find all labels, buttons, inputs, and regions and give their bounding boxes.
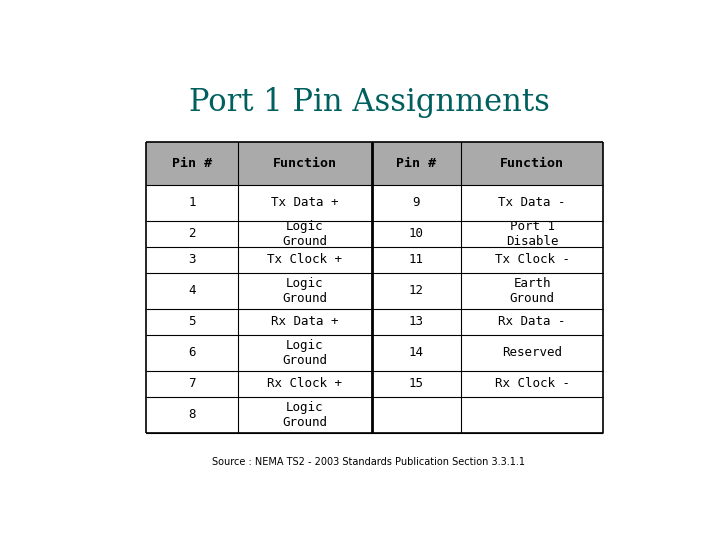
Text: 12: 12 xyxy=(409,284,424,297)
Text: Pin #: Pin # xyxy=(172,157,212,170)
Text: Tx Data +: Tx Data + xyxy=(271,196,338,209)
Text: 13: 13 xyxy=(409,315,424,328)
Text: 10: 10 xyxy=(409,227,424,240)
Text: 9: 9 xyxy=(413,196,420,209)
Text: Reserved: Reserved xyxy=(503,346,562,359)
Text: 15: 15 xyxy=(409,377,424,390)
Text: 8: 8 xyxy=(188,408,196,421)
Text: 7: 7 xyxy=(188,377,196,390)
Text: Rx Clock -: Rx Clock - xyxy=(495,377,570,390)
Text: Earth
Ground: Earth Ground xyxy=(510,276,554,305)
Text: Logic
Ground: Logic Ground xyxy=(282,220,328,248)
Text: Function: Function xyxy=(273,157,337,170)
Text: Logic
Ground: Logic Ground xyxy=(282,276,328,305)
Text: 2: 2 xyxy=(188,227,196,240)
Text: Tx Clock +: Tx Clock + xyxy=(267,253,342,266)
Text: Rx Data +: Rx Data + xyxy=(271,315,338,328)
Text: 5: 5 xyxy=(188,315,196,328)
Text: 11: 11 xyxy=(409,253,424,266)
Text: Port 1 Pin Assignments: Port 1 Pin Assignments xyxy=(189,87,549,118)
Text: Function: Function xyxy=(500,157,564,170)
Text: Logic
Ground: Logic Ground xyxy=(282,339,328,367)
Text: Rx Clock +: Rx Clock + xyxy=(267,377,342,390)
Text: 3: 3 xyxy=(188,253,196,266)
Text: Rx Data -: Rx Data - xyxy=(498,315,566,328)
Text: Port 1
Disable: Port 1 Disable xyxy=(506,220,559,248)
Bar xyxy=(145,141,603,185)
Text: Pin #: Pin # xyxy=(397,157,436,170)
Text: Tx Data -: Tx Data - xyxy=(498,196,566,209)
Text: 4: 4 xyxy=(188,284,196,297)
Text: Logic
Ground: Logic Ground xyxy=(282,401,328,429)
Text: 1: 1 xyxy=(188,196,196,209)
Text: Source : NEMA TS2 - 2003 Standards Publication Section 3.3.1.1: Source : NEMA TS2 - 2003 Standards Publi… xyxy=(212,457,526,467)
Text: 14: 14 xyxy=(409,346,424,359)
Text: Tx Clock -: Tx Clock - xyxy=(495,253,570,266)
Text: 6: 6 xyxy=(188,346,196,359)
